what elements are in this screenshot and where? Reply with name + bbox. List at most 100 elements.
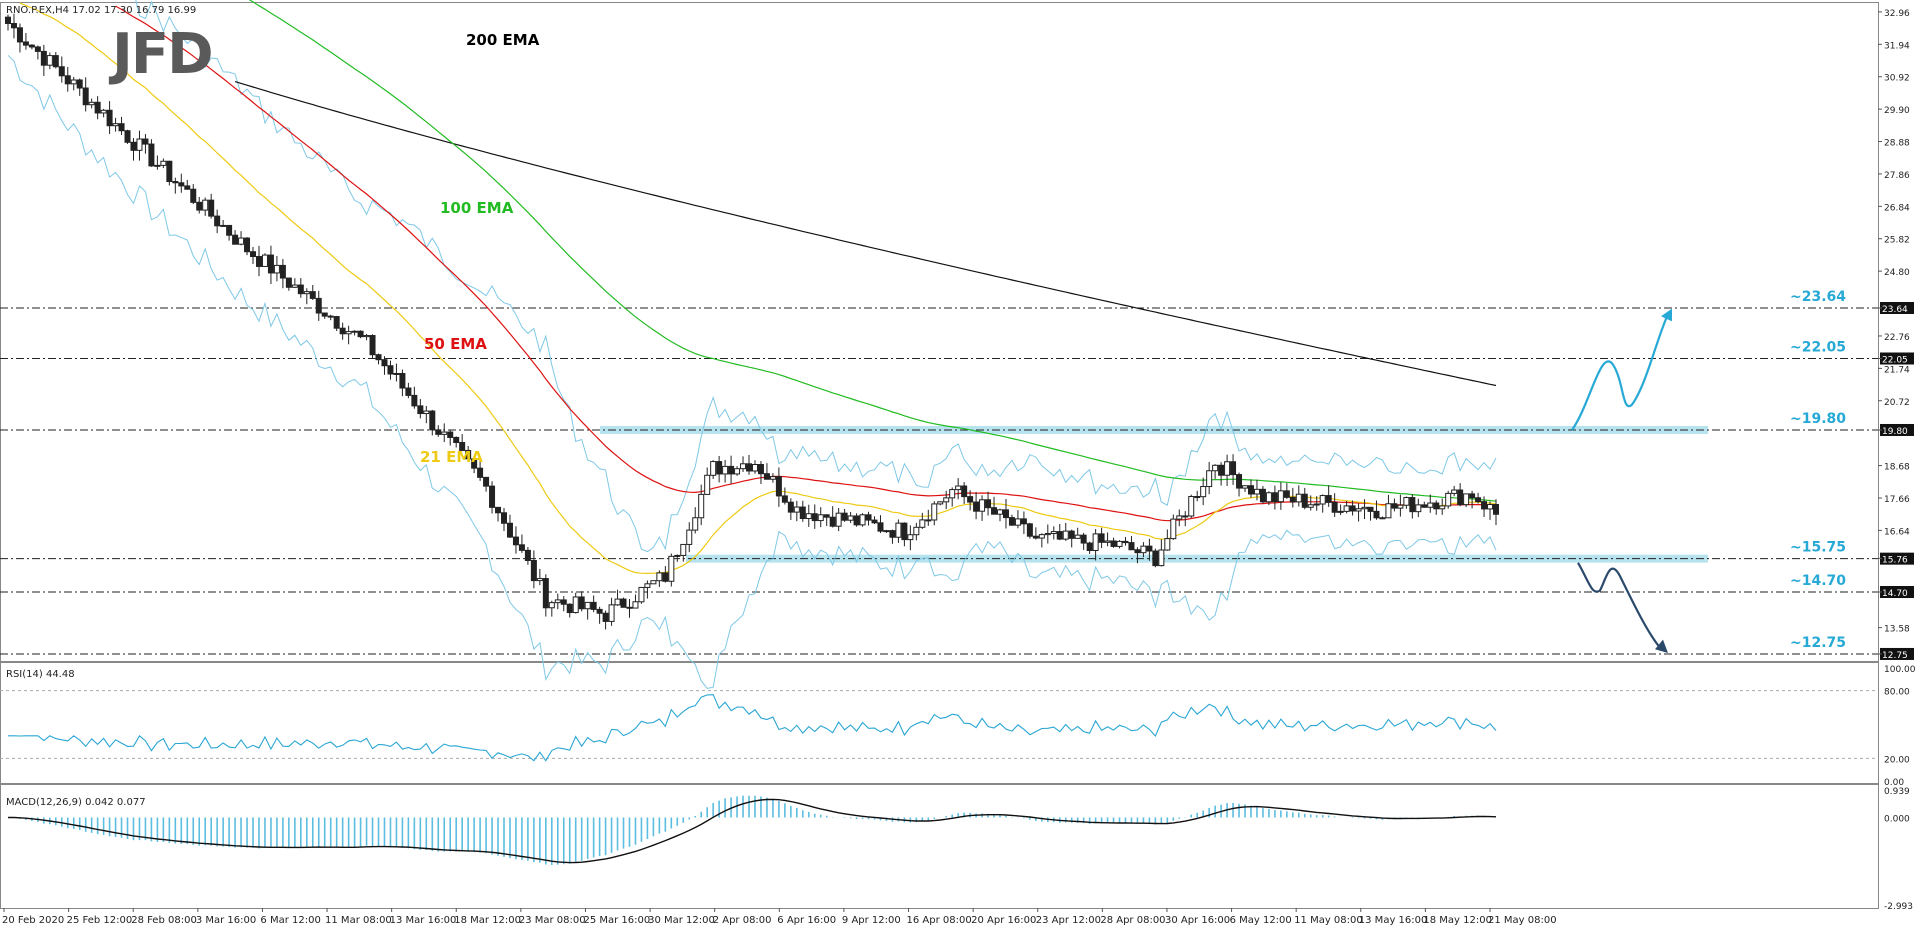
- candle-bear: [889, 530, 896, 538]
- candle-bull: [734, 468, 741, 475]
- candle-bear: [244, 237, 251, 253]
- time-tick-label: 3 Mar 16:00: [196, 915, 256, 926]
- candle-bear: [279, 264, 286, 279]
- ema100-line: [248, 0, 1497, 502]
- candle-bull: [656, 572, 663, 582]
- time-tick-label: 16 Apr 08:00: [907, 915, 972, 926]
- candle-bear: [1218, 464, 1225, 476]
- candle-bull: [793, 506, 800, 513]
- time-tick-label: 20 Feb 2020: [2, 915, 64, 926]
- candle-bear: [985, 499, 992, 509]
- candle-bull: [1361, 506, 1368, 510]
- candle-bull: [1140, 545, 1147, 554]
- candle-bear: [991, 507, 998, 515]
- time-tick-label: 18 May 12:00: [1423, 915, 1492, 926]
- candle-bear: [1349, 505, 1356, 512]
- candle-bear: [1002, 509, 1009, 519]
- candle-bear: [34, 46, 41, 52]
- candle-bear: [1080, 534, 1087, 544]
- candle-bull: [650, 580, 657, 585]
- candle-bull: [1044, 533, 1051, 536]
- candle-bull: [1337, 510, 1344, 513]
- time-tick-label: 9 Apr 12:00: [842, 915, 901, 926]
- candle-bull: [644, 583, 651, 588]
- candle-bull: [112, 123, 119, 127]
- time-tick-label: 30 Apr 16:00: [1165, 915, 1230, 926]
- candle-bear: [10, 23, 17, 29]
- candle-bull: [638, 586, 645, 603]
- candle-bear: [196, 201, 203, 211]
- level-tag: 19.80: [1882, 427, 1908, 437]
- candle-bull: [220, 224, 227, 227]
- ema21-label: 21 EMA: [420, 448, 483, 466]
- candle-bull: [913, 526, 920, 536]
- candle-bear: [901, 522, 908, 541]
- candle-bear: [1098, 533, 1105, 543]
- rsi-tick-label: 80.00: [1884, 688, 1910, 698]
- candle-bear: [333, 316, 340, 329]
- price-tick-label: 21.74: [1884, 365, 1910, 375]
- candle-bull: [572, 596, 579, 614]
- candle-bear: [411, 394, 418, 407]
- price-tick-label: 26.84: [1884, 203, 1910, 213]
- candle-bull: [261, 254, 268, 267]
- candle-bull: [614, 598, 621, 606]
- candle-bull: [919, 519, 926, 528]
- candle-bear: [1409, 497, 1416, 513]
- candle-bear: [1068, 530, 1075, 539]
- candle-bear: [387, 365, 394, 375]
- candle-bull: [1307, 504, 1314, 508]
- time-tick-label: 25 Mar 16:00: [583, 915, 650, 926]
- candle-bull: [1385, 503, 1392, 519]
- candle-bull: [1439, 505, 1446, 510]
- candle-bear: [465, 449, 472, 460]
- candle-bear: [1236, 474, 1243, 489]
- candle-bull: [907, 534, 914, 541]
- candle-bull: [937, 501, 944, 505]
- candle-bull: [931, 503, 938, 521]
- bearish-arrowhead: [1655, 639, 1668, 654]
- candle-bull: [955, 485, 962, 491]
- price-tick-label: 30.92: [1884, 74, 1910, 84]
- symbol-info: RNO.P.EX,H4 17.02 17.30 16.79 16.99: [6, 5, 196, 16]
- candle-bear: [1433, 502, 1440, 510]
- upper-band: [135, 0, 1497, 553]
- candle-bear: [501, 512, 507, 524]
- macd-signal-line: [8, 798, 1497, 864]
- price-tick-label: 24.80: [1884, 268, 1910, 278]
- candle-bull: [154, 164, 161, 167]
- candle-bear: [1367, 506, 1374, 512]
- candle-bear: [435, 429, 442, 435]
- candle-bear: [799, 506, 806, 520]
- macd-panel-border: [0, 784, 1879, 909]
- level-label: ~23.64: [1790, 289, 1846, 305]
- candle-bear: [1259, 488, 1266, 503]
- candle-bull: [883, 530, 890, 533]
- candle-bull: [710, 461, 717, 476]
- candle-bull: [1343, 505, 1350, 512]
- candle-bull: [632, 601, 639, 609]
- candle-bear: [375, 354, 382, 361]
- candle-bull: [698, 493, 705, 519]
- candle-bear: [471, 458, 478, 469]
- candle-bear: [232, 234, 239, 245]
- candle-bear: [447, 431, 454, 438]
- candle-bull: [46, 55, 53, 66]
- time-tick-label: 25 Feb 12:00: [67, 915, 133, 926]
- candle-bear: [399, 372, 406, 389]
- candle-bull: [1451, 489, 1458, 494]
- candle-bull: [1170, 518, 1177, 540]
- candle-bear: [166, 160, 173, 183]
- candle-bull: [393, 372, 400, 375]
- jfd-logo: JFD: [112, 22, 214, 87]
- candle-bear: [459, 442, 466, 451]
- candle-bear: [590, 601, 597, 610]
- candle-bear: [82, 87, 89, 106]
- level-tag: 15.76: [1882, 556, 1908, 566]
- time-tick-label: 28 Apr 08:00: [1100, 915, 1165, 926]
- candle-bear: [596, 608, 603, 614]
- candle-bear: [190, 188, 197, 203]
- candle-bear: [1110, 540, 1117, 547]
- candle-bear: [417, 405, 424, 415]
